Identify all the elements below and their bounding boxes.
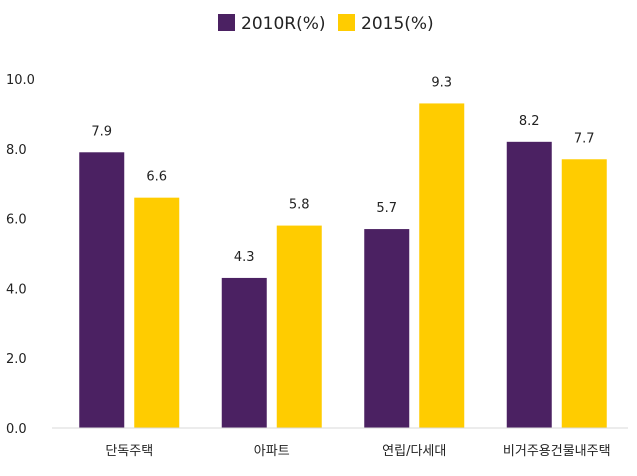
bar-2010r-1 <box>221 277 267 428</box>
x-category-label: 아파트 <box>254 444 290 459</box>
legend-label-2010r: 2010R(%) <box>241 14 326 34</box>
legend-swatch-2010r <box>218 14 235 31</box>
y-tick-label: 4.0 <box>6 282 27 297</box>
data-label: 4.3 <box>234 250 255 265</box>
y-tick-label: 10.0 <box>6 73 35 88</box>
bar-2010r-3 <box>506 141 552 428</box>
x-category-label: 비거주용건물내주택 <box>503 444 611 459</box>
bar-2010r-2 <box>364 229 410 428</box>
data-label: 5.8 <box>289 198 310 213</box>
bar-2015-1 <box>276 225 322 428</box>
y-tick-label: 8.0 <box>6 143 27 158</box>
bar-2010r-0 <box>79 152 125 429</box>
data-label: 6.6 <box>146 170 167 185</box>
x-category-label: 단독주택 <box>105 444 153 459</box>
y-tick-label: 0.0 <box>6 422 27 437</box>
bar-2015-2 <box>419 103 465 429</box>
legend-label-2015: 2015(%) <box>361 14 434 34</box>
data-label: 5.7 <box>376 201 397 216</box>
x-axis: 단독주택 아파트 연립/다세대 비거주용건물내주택 <box>52 427 628 459</box>
y-tick-label: 6.0 <box>6 213 27 228</box>
bar-2015-0 <box>134 197 180 428</box>
legend: 2010R(%) 2015(%) <box>218 14 434 34</box>
legend-swatch-2015 <box>338 14 355 31</box>
bar-2015-3 <box>561 159 607 428</box>
data-label: 8.2 <box>519 114 540 129</box>
data-label: 7.9 <box>91 124 112 139</box>
x-category-label: 연립/다세대 <box>382 444 446 459</box>
y-tick-label: 2.0 <box>6 352 27 367</box>
bars <box>79 103 607 429</box>
data-label: 7.7 <box>574 131 595 146</box>
y-axis: 0.0 2.0 4.0 6.0 8.0 10.0 <box>6 73 35 437</box>
value-labels: 7.9 6.6 4.3 5.8 5.7 9.3 8.2 7.7 <box>91 75 595 265</box>
data-label: 9.3 <box>431 75 452 90</box>
